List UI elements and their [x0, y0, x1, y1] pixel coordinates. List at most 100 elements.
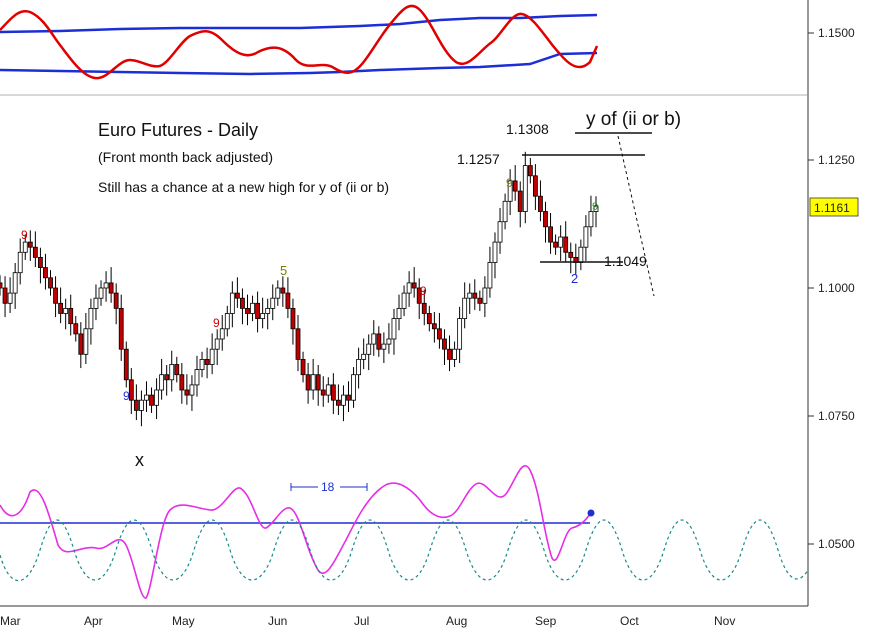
month-tick-label: Aug — [446, 614, 467, 628]
top-oscillator-panel — [0, 4, 599, 80]
candle-body — [386, 338, 392, 345]
candle-body — [17, 251, 23, 274]
candle-body — [517, 190, 523, 212]
candle-body — [361, 353, 367, 360]
candle-body — [199, 358, 205, 370]
candle-body — [568, 251, 574, 258]
level-label-1-1257: 1.1257 — [457, 151, 500, 167]
candle-body — [58, 302, 64, 314]
candle-body — [204, 358, 210, 365]
candle-body — [477, 297, 483, 304]
candle-body — [53, 287, 58, 304]
candle-body — [38, 256, 43, 268]
candle-body — [346, 394, 351, 401]
candle-body — [245, 307, 250, 314]
count-9-label: 9 — [592, 201, 598, 213]
candle-body — [487, 262, 493, 289]
cycle-label-bg — [318, 479, 340, 494]
candle-body — [290, 307, 296, 330]
candle-body — [310, 374, 316, 391]
candle-body — [169, 364, 175, 381]
candle-body — [285, 292, 291, 309]
candle-body — [174, 364, 180, 376]
candle-body — [184, 389, 190, 396]
last-price-label: 1.1161 — [814, 201, 850, 215]
candle-body — [250, 302, 255, 314]
count-9-label: 9 — [213, 316, 220, 330]
candle-body — [93, 297, 99, 309]
count-9-label: 9 — [123, 389, 130, 403]
last-price-badge — [809, 197, 859, 217]
candle-body — [426, 313, 432, 325]
candle-body — [275, 287, 281, 299]
candle-body — [538, 195, 543, 212]
candle-body — [164, 374, 170, 381]
candle-body — [83, 328, 89, 355]
red-oscillator-line — [0, 4, 599, 80]
chart-title: Euro Futures - Daily — [98, 120, 258, 140]
candle-body — [381, 343, 387, 350]
candle-body — [118, 307, 124, 350]
candle-body — [437, 328, 442, 340]
candle-body — [22, 241, 28, 253]
candle-body — [159, 374, 165, 391]
candle-body — [330, 384, 336, 401]
candle-body — [401, 292, 407, 309]
candle-body — [492, 241, 498, 263]
magenta-cycle-line — [0, 465, 591, 599]
candle-body — [224, 313, 230, 330]
candle-body — [265, 307, 271, 314]
month-tick-label: May — [172, 614, 195, 628]
candle-body — [336, 399, 341, 406]
wave-x-label: x — [135, 450, 144, 470]
candle-body — [270, 297, 276, 309]
candle-body — [553, 241, 558, 248]
candle-body — [108, 282, 114, 294]
count-9-label: 9 — [420, 284, 427, 298]
chart-subtitle: (Front month back adjusted) — [98, 149, 273, 165]
candle-body — [123, 348, 129, 381]
count-9-label: 9 — [21, 228, 28, 242]
candle-body — [462, 297, 468, 320]
candle-body — [583, 226, 589, 248]
month-tick-label: Mar — [0, 614, 21, 628]
candle-body — [78, 333, 84, 355]
candle-body — [391, 318, 397, 340]
candle-body — [371, 333, 377, 345]
candle-body — [98, 287, 104, 299]
candle-body — [128, 379, 134, 401]
candle-body — [457, 318, 463, 350]
candle-body — [63, 307, 69, 314]
candle-body — [376, 333, 382, 350]
candle-body — [139, 399, 144, 411]
time-axis: Mar Apr May Jun Jul Aug Sep Oct Nov — [0, 614, 735, 628]
candle-body — [255, 302, 260, 319]
candle-body — [356, 358, 362, 376]
month-tick-label: Apr — [84, 614, 103, 628]
candle-body — [229, 292, 235, 314]
candle-body — [472, 292, 478, 299]
price-tick-label: 1.0500 — [818, 537, 855, 551]
candle-body — [522, 165, 528, 212]
candle-body — [497, 221, 503, 243]
candle-body — [320, 389, 326, 396]
price-axis: 1.1500 1.1250 1.1000 1.0750 1.0500 1.116… — [808, 26, 859, 551]
candle-body — [103, 282, 109, 289]
candle-body — [154, 389, 159, 406]
month-tick-label: Jun — [268, 614, 287, 628]
candle-body — [149, 394, 154, 406]
candle-body — [563, 236, 569, 253]
price-tick-label: 1.0750 — [818, 409, 855, 423]
candle-body — [325, 384, 331, 396]
candle-body — [452, 348, 457, 360]
candle-body — [482, 287, 488, 304]
candle-body — [88, 307, 94, 330]
candle-body — [593, 205, 599, 212]
candle-body — [502, 200, 508, 223]
month-tick-label: Nov — [714, 614, 735, 628]
candle-body — [558, 236, 564, 248]
candle-body — [578, 246, 584, 263]
level-label-1-1049: 1.1049 — [604, 253, 647, 269]
candle-body — [189, 384, 195, 396]
candle-body — [588, 211, 594, 228]
